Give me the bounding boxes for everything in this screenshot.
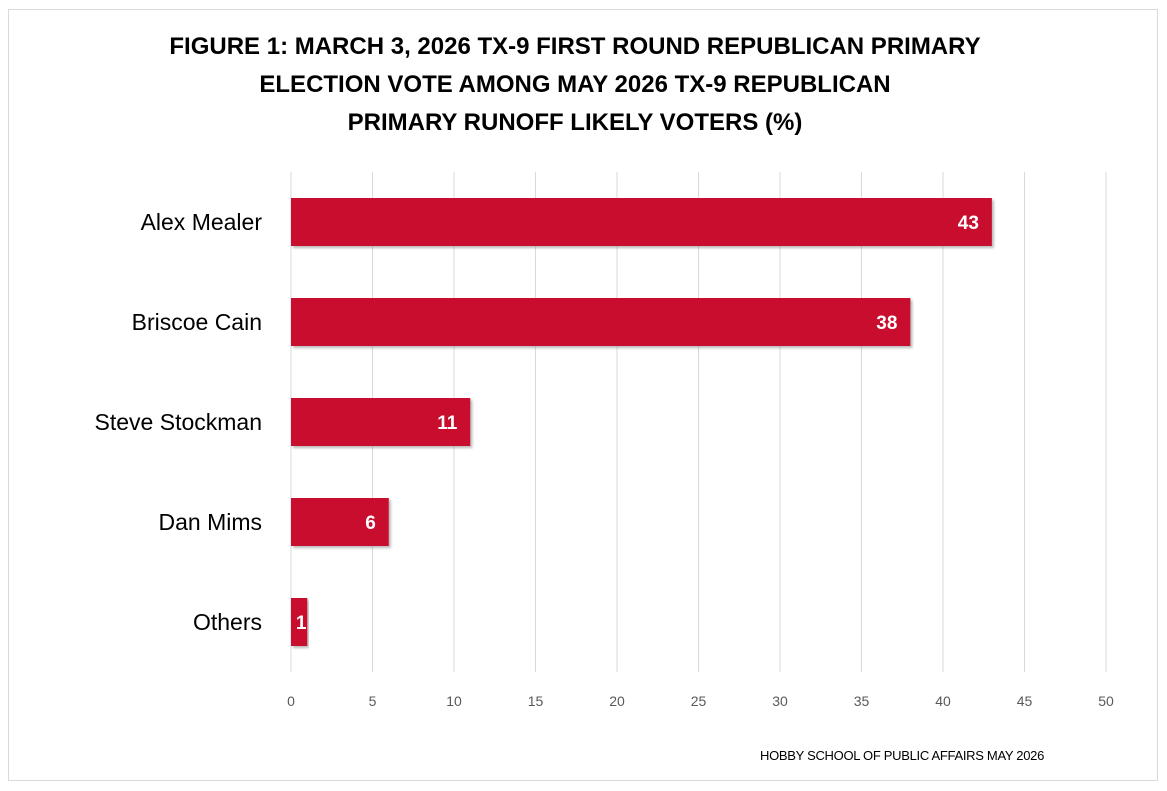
bar — [291, 598, 308, 646]
x-tick-label: 20 — [609, 693, 625, 709]
data-label: 38 — [876, 313, 897, 334]
x-tick-label: 5 — [369, 693, 377, 709]
x-tick-label: 45 — [1017, 693, 1033, 709]
bar — [291, 498, 389, 546]
category-label: Briscoe Cain — [132, 309, 262, 335]
category-labels: Alex Mealer Briscoe Cain Steve Stockman Dan… — [95, 209, 263, 635]
category-label: Steve Stockman — [95, 409, 262, 435]
x-tick-label: 25 — [691, 693, 707, 709]
x-tick-label: 0 — [287, 693, 295, 709]
x-tick-label: 15 — [528, 693, 544, 709]
x-tick-label: 40 — [935, 693, 951, 709]
category-label: Others — [193, 609, 262, 635]
data-labels: 43 38 11 6 1 — [296, 213, 979, 634]
x-tick-labels: 0 5 10 15 20 25 30 35 40 45 50 — [287, 693, 1114, 709]
x-tick-label: 30 — [772, 693, 788, 709]
category-label: Alex Mealer — [141, 209, 263, 235]
category-label: Dan Mims — [158, 509, 262, 535]
x-tick-label: 35 — [854, 693, 870, 709]
data-label: 1 — [296, 613, 307, 634]
bar — [291, 298, 911, 346]
chart-title-line-2: ELECTION VOTE AMONG MAY 2026 TX-9 REPUBL… — [259, 71, 891, 98]
chart-title-line-3: PRIMARY RUNOFF LIKELY VOTERS (%) — [347, 109, 803, 136]
data-label: 11 — [437, 413, 458, 434]
source-footer: HOBBY SCHOOL OF PUBLIC AFFAIRS MAY 2026 — [760, 748, 1045, 763]
chart-title-line-1: FIGURE 1: MARCH 3, 2026 TX-9 FIRST ROUND… — [169, 33, 981, 60]
chart-frame — [8, 9, 1158, 781]
bars — [291, 198, 992, 646]
data-label: 6 — [365, 513, 376, 534]
bar — [291, 198, 992, 246]
chart-title: FIGURE 1: MARCH 3, 2026 TX-9 FIRST ROUND… — [0, 28, 1150, 142]
bar — [291, 398, 471, 446]
data-label: 43 — [958, 213, 979, 234]
x-tick-label: 10 — [446, 693, 462, 709]
x-tick-label: 50 — [1098, 693, 1114, 709]
